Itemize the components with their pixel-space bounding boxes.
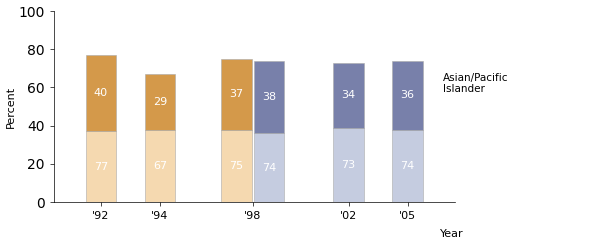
Bar xyxy=(144,130,176,202)
Text: 29: 29 xyxy=(153,97,167,107)
Text: 67: 67 xyxy=(153,161,167,171)
Bar xyxy=(221,59,252,130)
Text: 40: 40 xyxy=(94,88,108,98)
Text: 73: 73 xyxy=(342,160,356,170)
Text: 38: 38 xyxy=(262,92,276,102)
Text: 36: 36 xyxy=(401,90,415,100)
Bar xyxy=(221,130,252,202)
Text: Year: Year xyxy=(440,229,464,239)
Bar xyxy=(254,133,284,202)
Bar xyxy=(85,55,116,132)
Text: 34: 34 xyxy=(342,90,356,100)
Bar xyxy=(333,63,364,128)
Bar xyxy=(333,128,364,202)
Text: 74: 74 xyxy=(401,161,415,171)
Bar xyxy=(254,61,284,133)
Y-axis label: Percent: Percent xyxy=(5,86,15,128)
Bar xyxy=(85,132,116,202)
Text: 74: 74 xyxy=(262,163,276,173)
Text: 77: 77 xyxy=(94,162,108,172)
Bar xyxy=(144,74,176,130)
Text: 75: 75 xyxy=(230,161,244,171)
Text: Asian/Pacific
Islander: Asian/Pacific Islander xyxy=(443,73,508,94)
Bar xyxy=(392,130,423,202)
Text: 37: 37 xyxy=(230,89,244,99)
Bar xyxy=(392,61,423,130)
